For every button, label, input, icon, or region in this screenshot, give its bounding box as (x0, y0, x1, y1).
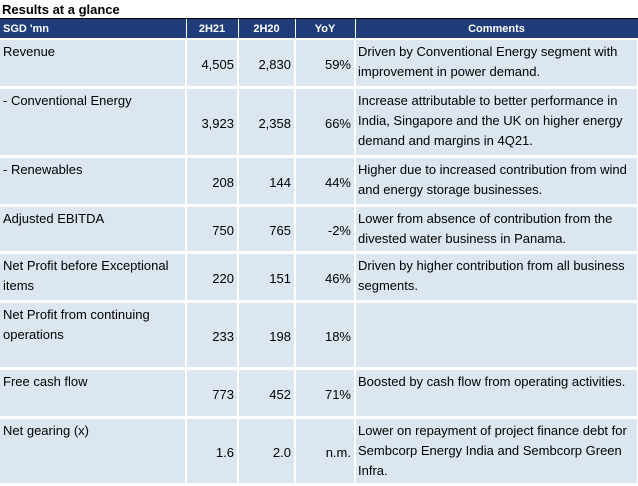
table-row: Adjusted EBITDA 750 765 -2% Lower from a… (0, 205, 638, 254)
value-2h20: 452 (238, 368, 296, 419)
metric-cell: Net gearing (x) (0, 417, 187, 486)
value-2h20: 2.0 (238, 417, 296, 486)
metric-cell: Revenue (0, 39, 187, 89)
header-metric: SGD 'mn (0, 19, 187, 40)
header-row: SGD 'mn 2H21 2H20 YoY Comments (0, 19, 638, 40)
table-row: Net Profit before Exceptional items 220 … (0, 252, 638, 303)
table-row: Free cash flow 773 452 71% Boosted by ca… (0, 368, 638, 419)
header-2h21: 2H21 (186, 19, 239, 40)
table-title: Results at a glance (0, 0, 638, 19)
comment-cell (355, 301, 638, 370)
value-2h21: 233 (186, 301, 239, 370)
value-yoy: -2% (295, 205, 356, 254)
comment-cell: Boosted by cash flow from operating acti… (355, 368, 638, 419)
table-row: Revenue 4,505 2,830 59% Driven by Conven… (0, 39, 638, 89)
comment-cell: Increase attributable to better performa… (355, 87, 638, 158)
value-2h21: 750 (186, 205, 239, 254)
comment-cell: Driven by higher contribution from all b… (355, 252, 638, 303)
metric-cell: - Renewables (0, 156, 187, 207)
value-yoy: 18% (295, 301, 356, 370)
value-yoy: 44% (295, 156, 356, 207)
metric-cell: Net Profit before Exceptional items (0, 252, 187, 303)
value-2h21: 773 (186, 368, 239, 419)
table-row: Net gearing (x) 1.6 2.0 n.m. Lower on re… (0, 417, 638, 486)
value-2h21: 220 (186, 252, 239, 303)
comment-cell: Lower on repayment of project finance de… (355, 417, 638, 486)
comment-cell: Higher due to increased contribution fro… (355, 156, 638, 207)
value-2h20: 144 (238, 156, 296, 207)
header-yoy: YoY (295, 19, 356, 40)
header-comments: Comments (355, 19, 638, 40)
value-yoy: 59% (295, 39, 356, 89)
value-yoy: 46% (295, 252, 356, 303)
value-yoy: n.m. (295, 417, 356, 486)
value-2h21: 208 (186, 156, 239, 207)
table-row: - Renewables 208 144 44% Higher due to i… (0, 156, 638, 207)
metric-cell: Free cash flow (0, 368, 187, 419)
comment-cell: Driven by Conventional Energy segment wi… (355, 39, 638, 89)
header-2h20: 2H20 (238, 19, 296, 40)
value-2h21: 3,923 (186, 87, 239, 158)
value-2h20: 151 (238, 252, 296, 303)
metric-cell: - Conventional Energy (0, 87, 187, 158)
value-2h20: 198 (238, 301, 296, 370)
comment-cell: Lower from absence of contribution from … (355, 205, 638, 254)
value-2h20: 2,830 (238, 39, 296, 89)
value-2h21: 4,505 (186, 39, 239, 89)
table-row: - Conventional Energy 3,923 2,358 66% In… (0, 87, 638, 158)
metric-cell: Net Profit from continuing operations (0, 301, 187, 370)
value-2h20: 765 (238, 205, 296, 254)
value-2h21: 1.6 (186, 417, 239, 486)
table-row: Net Profit from continuing operations 23… (0, 301, 638, 370)
value-yoy: 71% (295, 368, 356, 419)
value-yoy: 66% (295, 87, 356, 158)
results-table: SGD 'mn 2H21 2H20 YoY Comments Revenue 4… (0, 19, 638, 486)
value-2h20: 2,358 (238, 87, 296, 158)
metric-cell: Adjusted EBITDA (0, 205, 187, 254)
